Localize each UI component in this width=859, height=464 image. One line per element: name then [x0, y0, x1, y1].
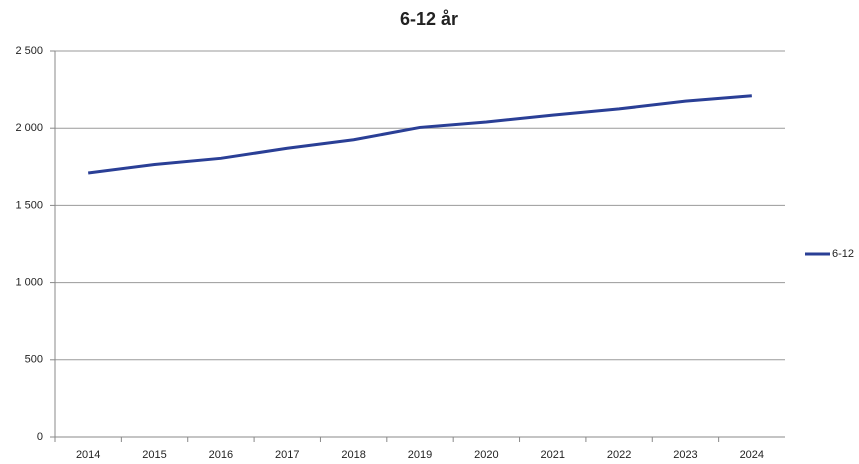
y-tick-label: 0 [37, 431, 43, 443]
line [87, 94, 752, 175]
y-tick-label: 1 500 [15, 199, 43, 211]
x-tick-label: 2015 [142, 449, 166, 461]
legend-label: 6-12 [832, 248, 854, 260]
y-tick-label: 2 500 [15, 45, 43, 57]
x-tick-label: 2017 [275, 449, 299, 461]
x-tick-label: 2023 [673, 449, 697, 461]
x-tick-label: 2020 [474, 449, 498, 461]
x-tick-label: 2019 [408, 449, 432, 461]
x-tick-label: 2018 [341, 449, 365, 461]
y-tick-label: 2 000 [15, 122, 43, 134]
x-tick-label: 2014 [76, 449, 100, 461]
y-tick-label: 1 000 [15, 277, 43, 289]
x-tick-label: 2024 [740, 449, 764, 461]
x-tick-label: 2022 [607, 449, 631, 461]
x-tick-label: 2016 [209, 449, 233, 461]
y-tick-label: 500 [25, 354, 43, 366]
x-tick-label: 2021 [540, 449, 564, 461]
chart-title: 6-12 år [400, 9, 458, 29]
